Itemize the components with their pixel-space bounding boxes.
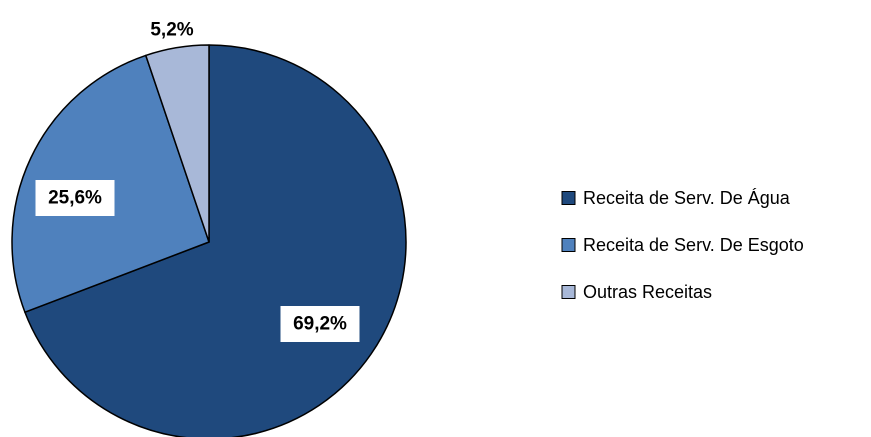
legend-item-2: Receita de Serv. De Esgoto bbox=[561, 235, 804, 255]
data-label-2: 25,6% bbox=[35, 180, 115, 216]
data-label-box-2 bbox=[35, 180, 115, 216]
data-label-box-1 bbox=[280, 306, 360, 342]
pie-slices bbox=[11, 44, 407, 437]
legend: Receita de Serv. De Água Receita de Serv.… bbox=[561, 188, 804, 302]
legend-label-1: Receita de Serv. De Água bbox=[583, 188, 791, 208]
legend-swatch-2 bbox=[561, 238, 576, 252]
data-label-text-1: 69,2% bbox=[293, 314, 347, 335]
legend-label-3: Outras Receitas bbox=[583, 282, 712, 302]
data-label-3: 5,2% bbox=[150, 20, 193, 41]
pie-data-labels: 69,2% 25,6% 5,2% bbox=[35, 20, 360, 342]
data-label-1: 69,2% bbox=[280, 306, 360, 342]
data-label-text-2: 25,6% bbox=[48, 188, 102, 209]
legend-swatch-3 bbox=[561, 285, 576, 299]
legend-label-2: Receita de Serv. De Esgoto bbox=[583, 235, 804, 255]
legend-swatch-1 bbox=[561, 191, 576, 205]
legend-item-1: Receita de Serv. De Água bbox=[561, 188, 791, 208]
legend-item-3: Outras Receitas bbox=[561, 282, 712, 302]
data-label-text-3: 5,2% bbox=[150, 20, 193, 41]
pie-slice-3 bbox=[145, 44, 210, 243]
